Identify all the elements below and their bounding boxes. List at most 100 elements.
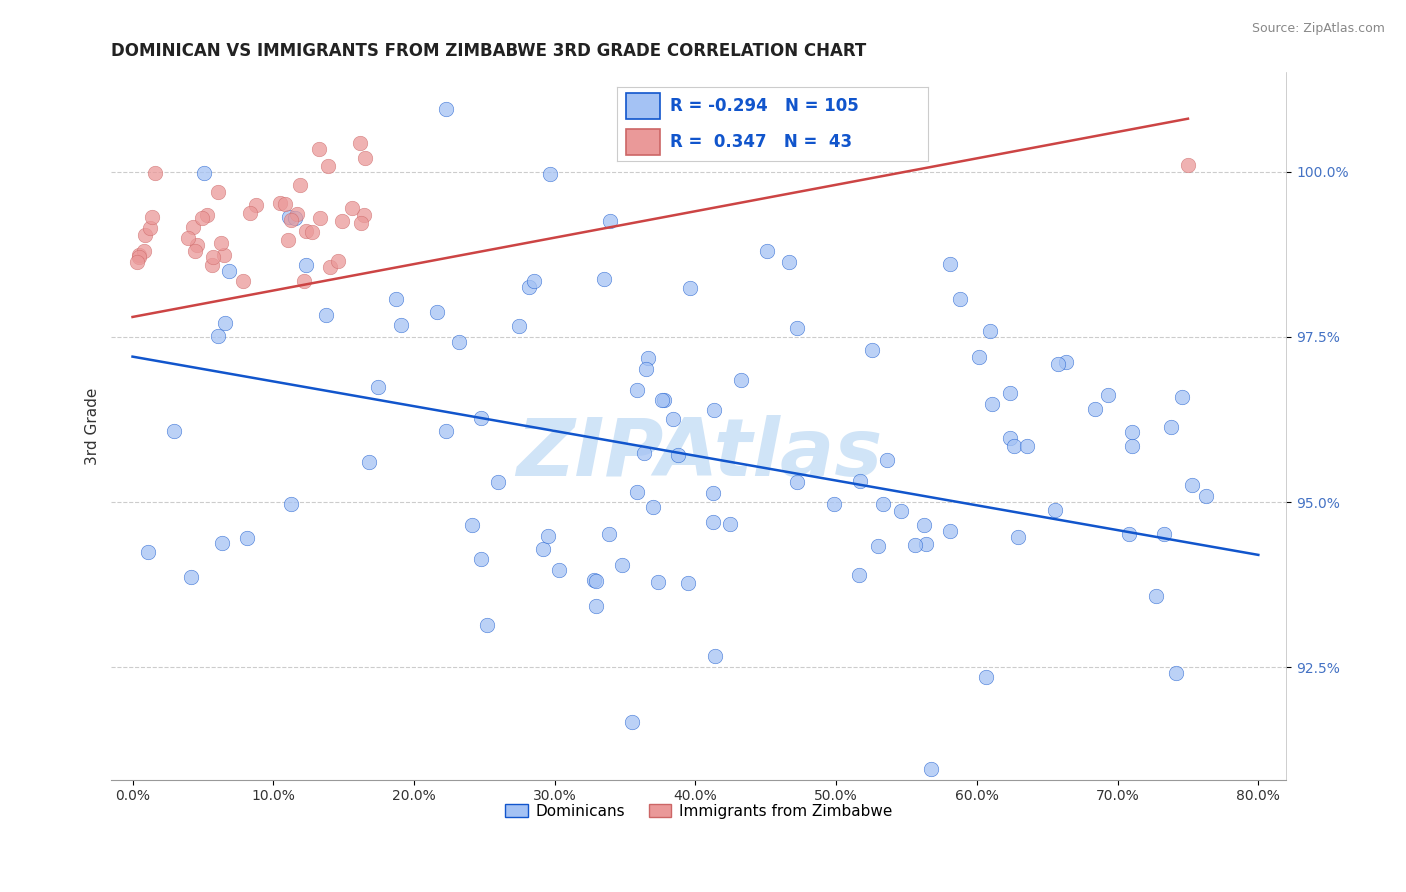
Point (1007, 530, 1029, 544)
Point (730, 374, 752, 388)
Point (280, 497, 302, 511)
Point (385, 292, 408, 306)
Point (598, 526, 620, 541)
Point (643, 500, 665, 514)
Point (610, 558, 633, 572)
Point (1144, 589, 1167, 603)
Point (328, 254, 350, 268)
Point (292, 274, 315, 288)
Point (349, 136, 371, 150)
Text: Source: ZipAtlas.com: Source: ZipAtlas.com (1251, 22, 1385, 36)
Point (434, 102, 457, 116)
Text: DOMINICAN VS IMMIGRANTS FROM ZIMBABWE 3RD GRADE CORRELATION CHART: DOMINICAN VS IMMIGRANTS FROM ZIMBABWE 3R… (111, 42, 866, 60)
Point (470, 410, 492, 425)
Point (269, 196, 291, 211)
Point (1002, 439, 1025, 453)
Legend: Dominicans, Immigrants from Zimbabwe: Dominicans, Immigrants from Zimbabwe (499, 797, 898, 825)
Point (938, 256, 960, 270)
Point (357, 455, 380, 469)
Point (447, 335, 470, 350)
Point (1054, 354, 1077, 368)
Point (125, 255, 148, 269)
Point (1017, 439, 1039, 453)
Point (998, 431, 1021, 445)
Point (202, 250, 225, 264)
Point (848, 568, 870, 582)
Point (207, 328, 229, 343)
Point (193, 166, 215, 180)
Point (1121, 425, 1143, 440)
Point (823, 497, 845, 511)
Point (1097, 388, 1119, 402)
Point (295, 224, 318, 238)
Point (330, 213, 353, 227)
Point (593, 272, 616, 286)
Point (486, 475, 509, 490)
Point (350, 216, 373, 230)
Point (702, 485, 724, 500)
Point (284, 211, 307, 225)
Point (666, 449, 689, 463)
Point (703, 648, 725, 663)
Point (184, 244, 207, 258)
Point (876, 453, 898, 467)
Point (389, 318, 412, 332)
Point (1160, 419, 1182, 434)
Point (904, 538, 927, 552)
Point (849, 474, 872, 488)
Point (949, 293, 972, 307)
Point (342, 201, 364, 215)
Point (177, 231, 200, 245)
Point (703, 402, 725, 417)
Point (980, 397, 1002, 411)
Point (912, 518, 935, 533)
Point (1166, 665, 1188, 680)
Point (201, 258, 224, 272)
Point (702, 515, 724, 529)
Point (277, 210, 299, 224)
Point (128, 248, 150, 262)
Point (319, 260, 342, 274)
Point (181, 219, 204, 234)
Point (651, 393, 673, 408)
Point (238, 206, 260, 220)
Point (136, 545, 159, 559)
Point (678, 281, 700, 295)
Point (426, 305, 449, 319)
Point (367, 380, 389, 394)
Point (162, 425, 184, 439)
Point (974, 670, 997, 684)
Point (128, 250, 150, 264)
Point (245, 197, 267, 211)
Point (295, 258, 318, 272)
Point (786, 475, 808, 490)
Point (652, 393, 675, 408)
Point (1084, 401, 1107, 416)
Point (195, 208, 218, 222)
Point (470, 552, 492, 566)
Point (599, 213, 621, 227)
Point (634, 362, 657, 376)
Point (1171, 390, 1194, 404)
Point (538, 167, 561, 181)
Point (218, 264, 240, 278)
Point (285, 206, 308, 220)
Point (207, 185, 229, 199)
Point (637, 351, 659, 365)
Point (621, 715, 644, 730)
Point (778, 255, 800, 269)
Point (141, 211, 163, 225)
Point (915, 536, 938, 550)
Point (214, 248, 236, 262)
Point (330, 37, 353, 52)
Point (475, 618, 498, 632)
Point (583, 573, 606, 587)
Point (139, 221, 162, 235)
Point (1177, 158, 1199, 172)
Point (920, 762, 942, 776)
Point (890, 503, 912, 517)
Point (354, 151, 377, 165)
Point (647, 575, 669, 590)
Point (274, 196, 297, 211)
Point (1195, 489, 1218, 503)
